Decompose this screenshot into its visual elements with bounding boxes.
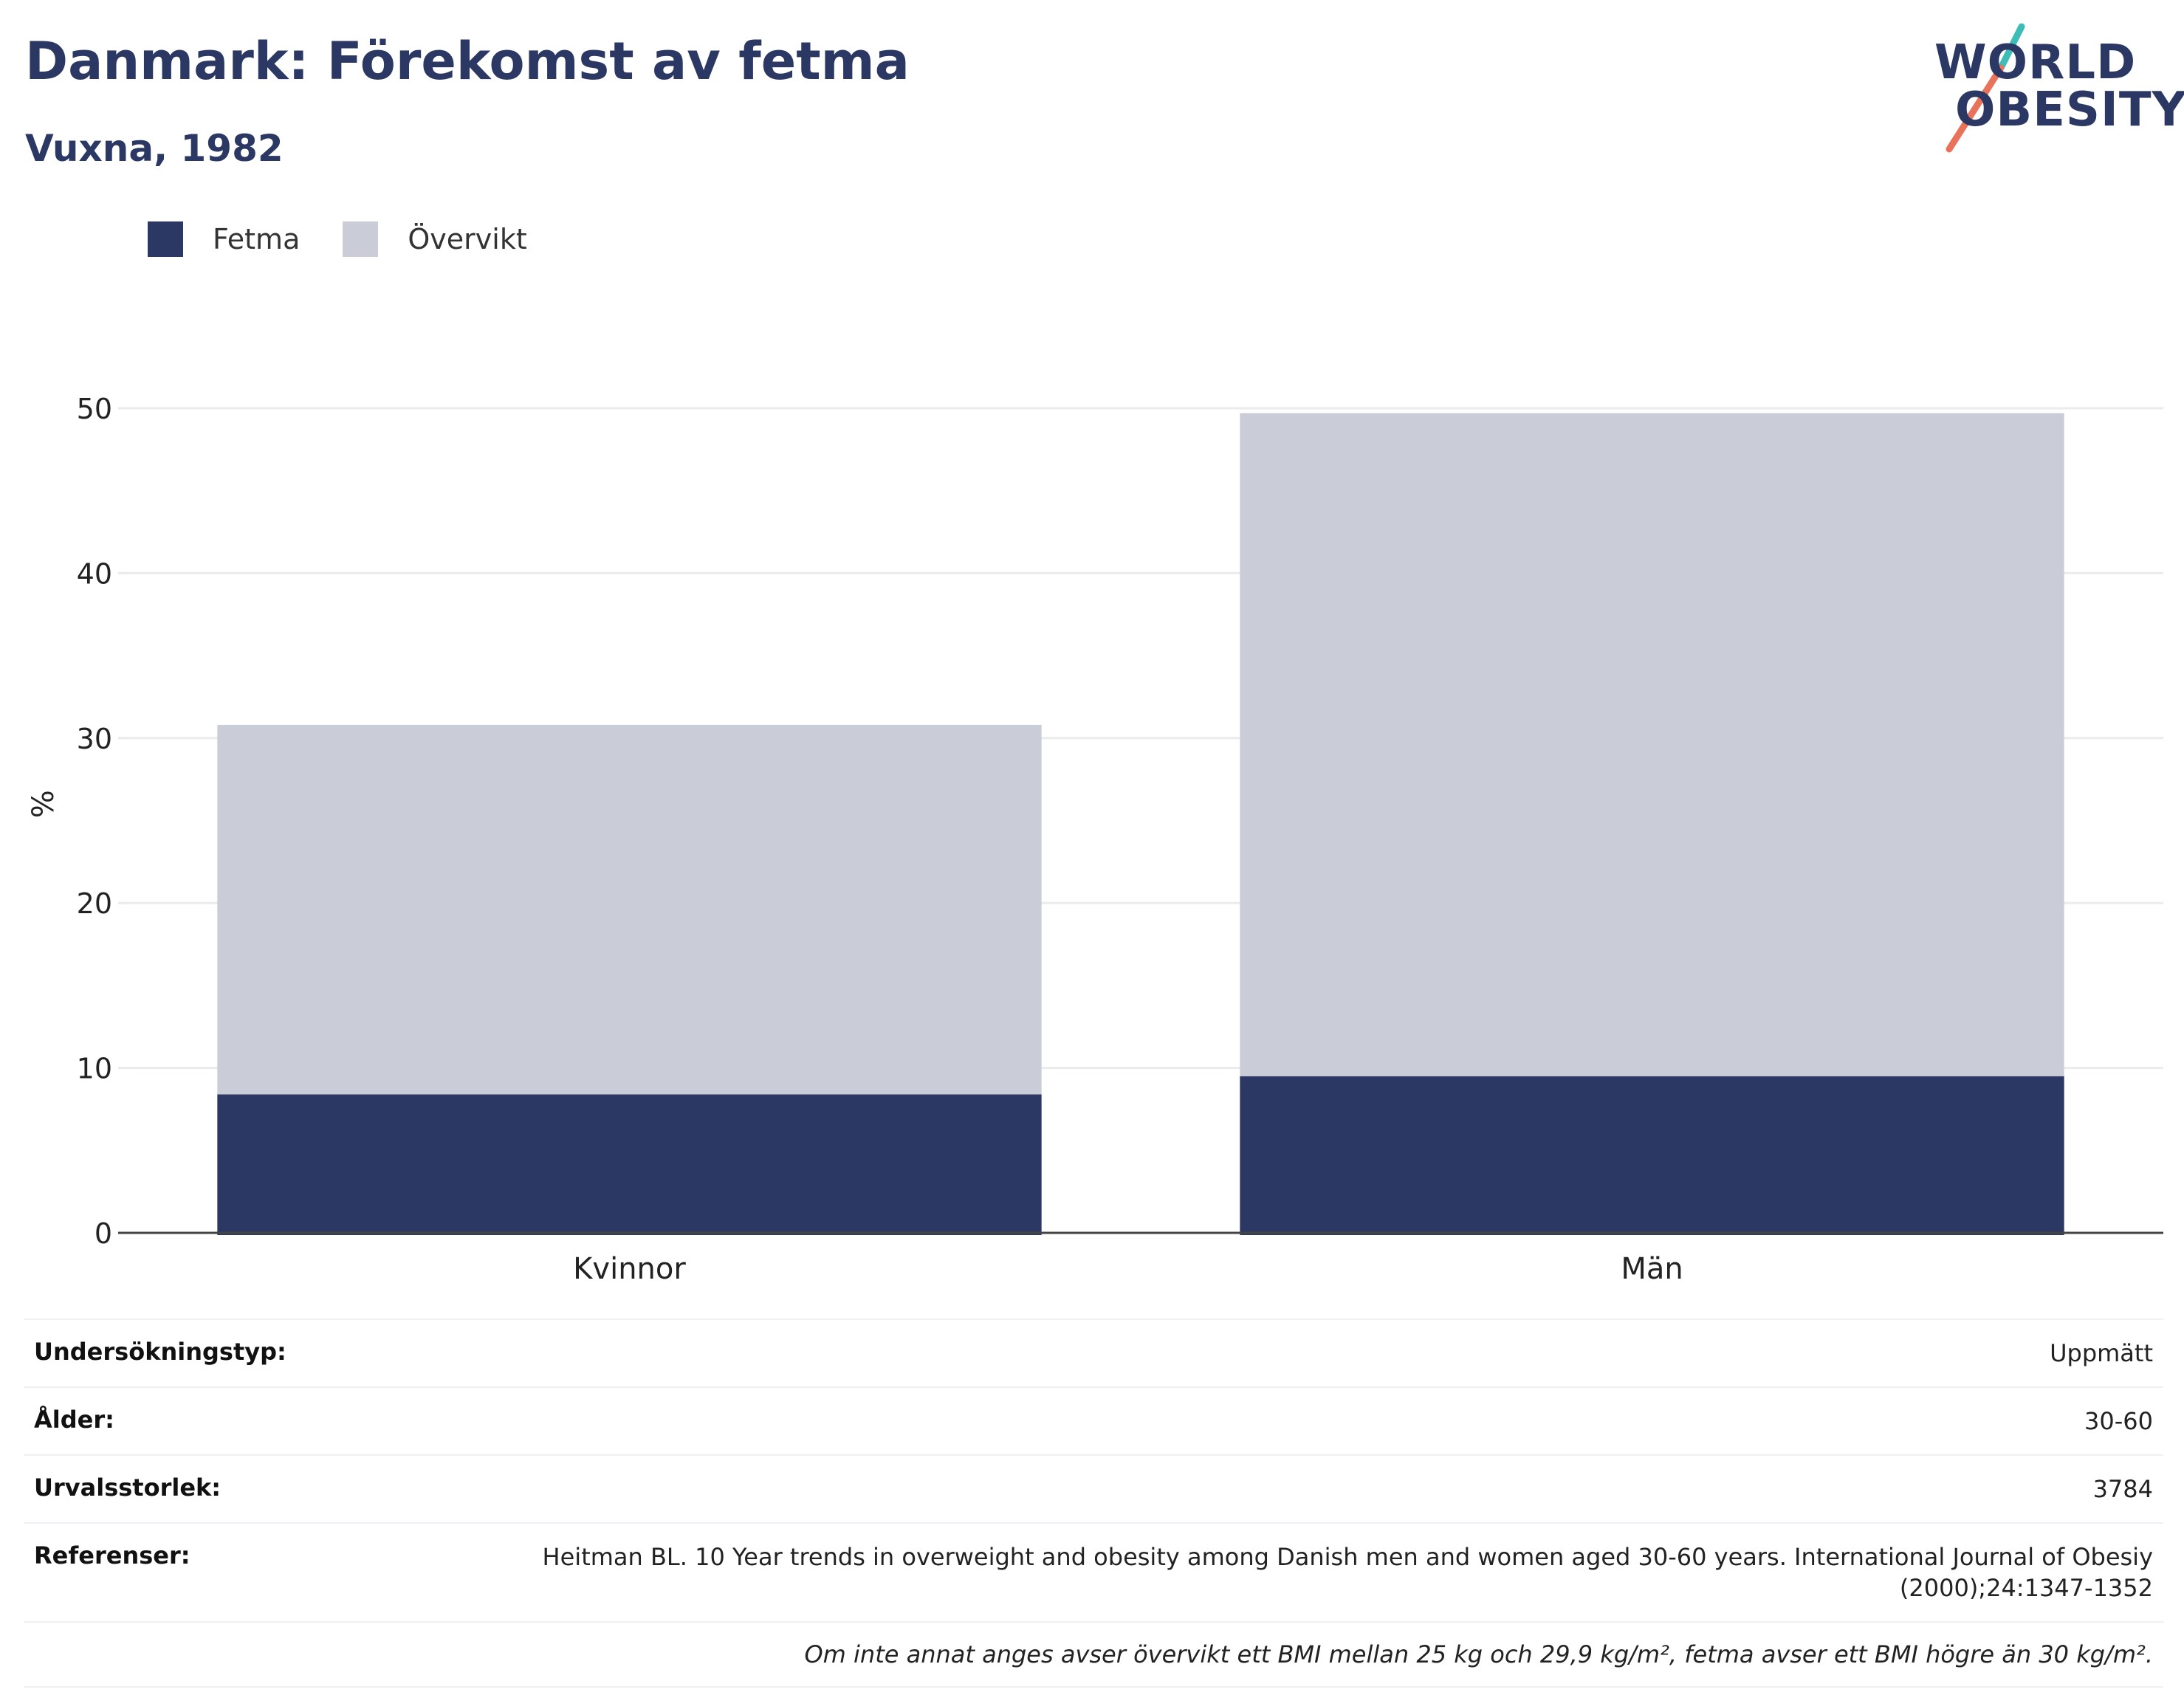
logo-word-text: WORLD bbox=[1934, 35, 2137, 90]
info-label-survey-type: Undersökningstyp: bbox=[34, 1338, 286, 1366]
bar-fetma-kvinnor bbox=[217, 1094, 1042, 1235]
legend-item-fetma[interactable]: Fetma bbox=[148, 221, 300, 257]
info-value-age: 30-60 bbox=[2084, 1407, 2153, 1435]
legend-swatch-overvikt bbox=[343, 221, 379, 257]
page-title: Danmark: Förekomst av fetma bbox=[25, 31, 910, 92]
bar--vervikt-m-n bbox=[1240, 413, 2064, 1076]
chart-legend: Fetma Övervikt bbox=[148, 220, 570, 258]
info-row-survey-type: Undersökningstyp: Uppmätt bbox=[24, 1318, 2163, 1386]
info-label-age: Ålder: bbox=[34, 1406, 114, 1434]
info-table: Undersökningstyp: Uppmätt Ålder: 30-60 U… bbox=[24, 1318, 2163, 1688]
info-value-sample-size: 3784 bbox=[2092, 1475, 2153, 1503]
world-obesity-logo: WORLD OBESITY bbox=[1934, 22, 2184, 155]
info-value-references: Heitman BL. 10 Year trends in overweight… bbox=[542, 1543, 2153, 1602]
y-tick-label-40: 40 bbox=[77, 557, 112, 590]
info-label-references: Referenser: bbox=[34, 1541, 190, 1569]
info-note: Om inte annat anges avser övervikt ett B… bbox=[804, 1640, 2153, 1668]
x-tick-label-1: Män bbox=[1621, 1252, 1683, 1286]
x-tick-label-0: Kvinnor bbox=[573, 1252, 686, 1286]
bar--vervikt-kvinnor bbox=[217, 724, 1042, 1095]
y-tick-label-0: 0 bbox=[95, 1217, 112, 1250]
bar-fetma-m-n bbox=[1240, 1076, 2064, 1235]
info-label-sample-size: Urvalsstorlek: bbox=[34, 1474, 222, 1502]
info-row-age: Ålder: 30-60 bbox=[24, 1386, 2163, 1454]
info-row-note: Om inte annat anges avser övervikt ett B… bbox=[24, 1621, 2163, 1688]
y-tick-label-20: 20 bbox=[77, 887, 112, 920]
legend-item-overvikt[interactable]: Övervikt bbox=[343, 221, 527, 257]
y-tick-label-10: 10 bbox=[77, 1053, 112, 1085]
info-row-references: Referenser: Heitman BL. 10 Year trends i… bbox=[24, 1522, 2163, 1621]
legend-label-fetma: Fetma bbox=[213, 223, 301, 255]
legend-swatch-fetma bbox=[148, 221, 183, 257]
y-axis-label: % bbox=[27, 790, 61, 818]
y-tick-label-30: 30 bbox=[77, 723, 112, 755]
logo-slash-icon bbox=[1946, 23, 2025, 153]
info-value-survey-type: Uppmätt bbox=[2050, 1339, 2153, 1367]
page-subtitle: Vuxna, 1982 bbox=[25, 127, 284, 170]
legend-label-overvikt: Övervikt bbox=[408, 223, 527, 255]
logo-obesity-text: OBESITY bbox=[1955, 83, 2184, 137]
info-row-sample-size: Urvalsstorlek: 3784 bbox=[24, 1454, 2163, 1522]
y-tick-label-50: 50 bbox=[77, 393, 112, 425]
bar-chart: 0 10 20 30 40 50% Kvinnor Män bbox=[27, 393, 2163, 1286]
